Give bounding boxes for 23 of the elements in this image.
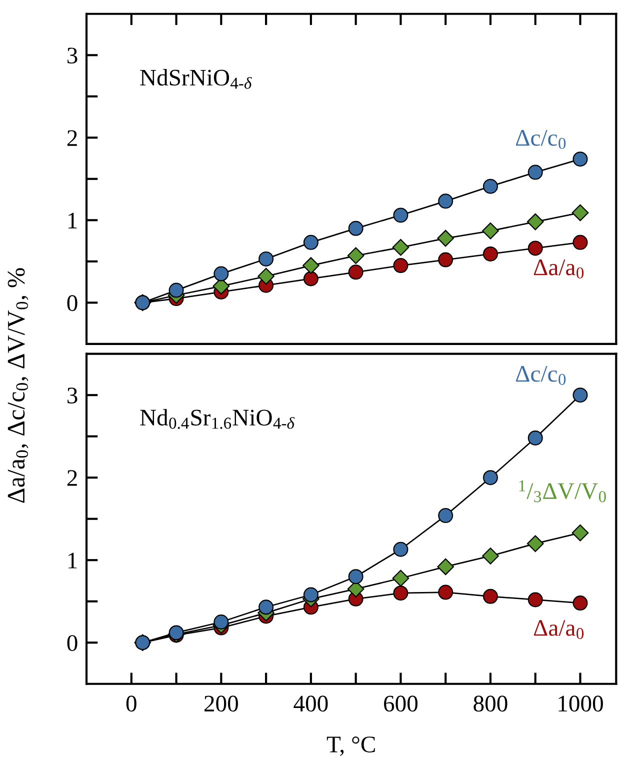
x-tick-label: 800 — [474, 696, 508, 712]
x-axis-title: T, °C — [326, 736, 375, 756]
y-tick-label: 1 — [68, 212, 77, 228]
x-tick-label: 1000 — [558, 696, 603, 712]
series-label: Δc/c$_{0}$ — [516, 130, 566, 149]
y-tick-label: 2 — [67, 470, 77, 486]
x-tick-label: 600 — [384, 696, 418, 712]
y-tick-label: 2 — [67, 130, 77, 146]
y-tick-label: 0 — [67, 635, 78, 652]
y-tick-label: 3 — [68, 388, 78, 404]
y-tick-label: 0 — [67, 295, 78, 312]
series-label: Δc/c$_{0}$ — [516, 366, 566, 385]
text: Nd$_{0.4}$Sr$_{1.6}$NiO$_{4-δ}$ — [140, 408, 295, 429]
series-label: Δa/a$_{0}$ — [534, 620, 584, 640]
series-label: $^{1}$/$_{3}$ΔV/V$_{0}$ — [519, 480, 606, 502]
series-label: Δa/a$_{0}$ — [534, 260, 584, 279]
y-tick-label: 3 — [68, 48, 78, 64]
x-tick-label: 400 — [294, 696, 328, 712]
x-tick-label: 0 — [126, 696, 136, 712]
text: NdSrNiO$_{4-δ}$ — [140, 69, 252, 89]
y-tick-label: 1 — [68, 552, 77, 568]
y-axis-title: Δa/a$_{0}$, Δc/c$_{0}$, ΔV/V$_{0}$, % — [8, 268, 28, 503]
x-tick-label: 200 — [204, 696, 238, 712]
